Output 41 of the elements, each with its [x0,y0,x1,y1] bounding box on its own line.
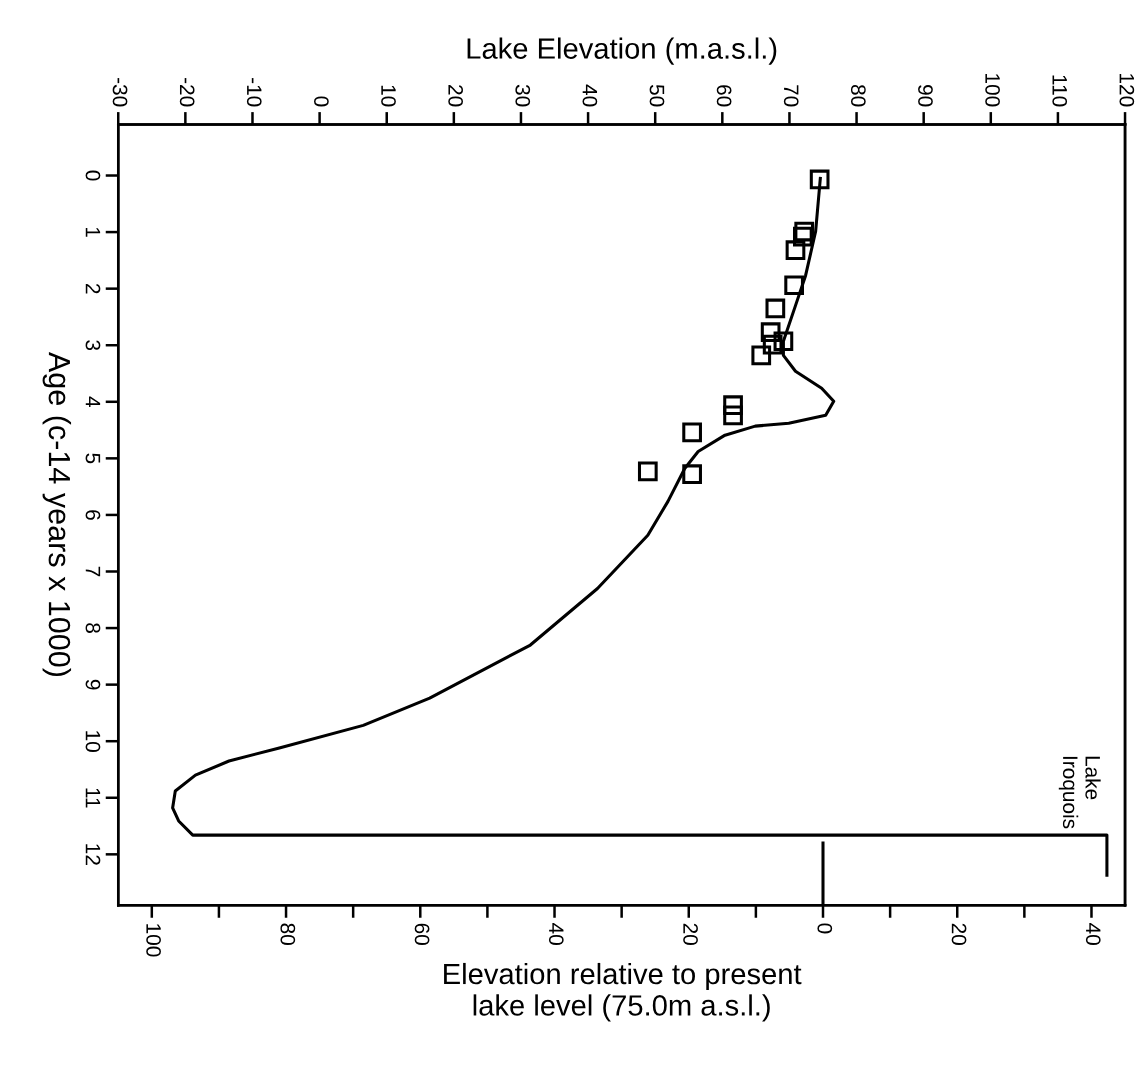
x2-tick-label: 0 [314,96,329,107]
x2-tick-label: -10 [246,78,262,107]
x2-tick-label: 30 [515,84,531,107]
y-axis-title: Age (c-14 years x 1000) [42,351,72,677]
y-tick-label: 11 [85,788,101,808]
x-tick-label: 100 [146,924,161,957]
x2-tick-label: 120 [1119,74,1135,107]
y-tick-label: 12 [85,844,101,865]
x-axis-title: Elevation relative to present lake level (75.0m a.s.l.) [444,962,802,1022]
x-tick-label: 40 [548,923,564,945]
x2-tick-label: -20 [179,78,195,107]
y-tick-label: 10 [85,731,101,752]
y-tick-label: 4 [85,396,101,407]
y-tick-label: 0 [85,170,101,181]
x-tick-label: 80 [280,923,296,945]
x2-tick-label: 80 [850,84,866,107]
x-tick-label: 60 [414,923,430,945]
y-tick-label: 3 [85,340,101,351]
x2-tick-label: 60 [716,85,732,107]
x2-tick-label: 10 [381,85,396,107]
x2-axis-title: Lake Elevation (m.a.s.l.) [467,37,777,65]
y-tick-label: 1 [85,227,101,237]
x2-tick-label: 110 [1052,75,1068,107]
y-tick-label: 2 [85,283,101,294]
x-tick-label: 0 [817,923,833,934]
x-tick-label: 20 [683,923,698,945]
y-tick-label: 5 [85,453,101,464]
y-tick-label: 8 [85,623,101,633]
annotation: Lake Iroquois [1058,756,1101,829]
x2-tick-label: 90 [918,85,933,107]
x-tick-label: 20 [951,923,967,945]
x-tick-label: 40 [1085,923,1101,945]
x2-tick-label: 100 [985,74,1000,107]
x2-tick-label: -30 [112,78,128,107]
x2-tick-label: 50 [649,84,665,107]
x2-tick-label: 40 [582,84,598,107]
x2-tick-label: 70 [783,85,799,107]
y-tick-label: 7 [85,566,101,577]
y-tick-label: 9 [85,679,101,690]
x2-tick-label: 20 [448,85,463,107]
y-tick-label: 6 [85,510,101,520]
